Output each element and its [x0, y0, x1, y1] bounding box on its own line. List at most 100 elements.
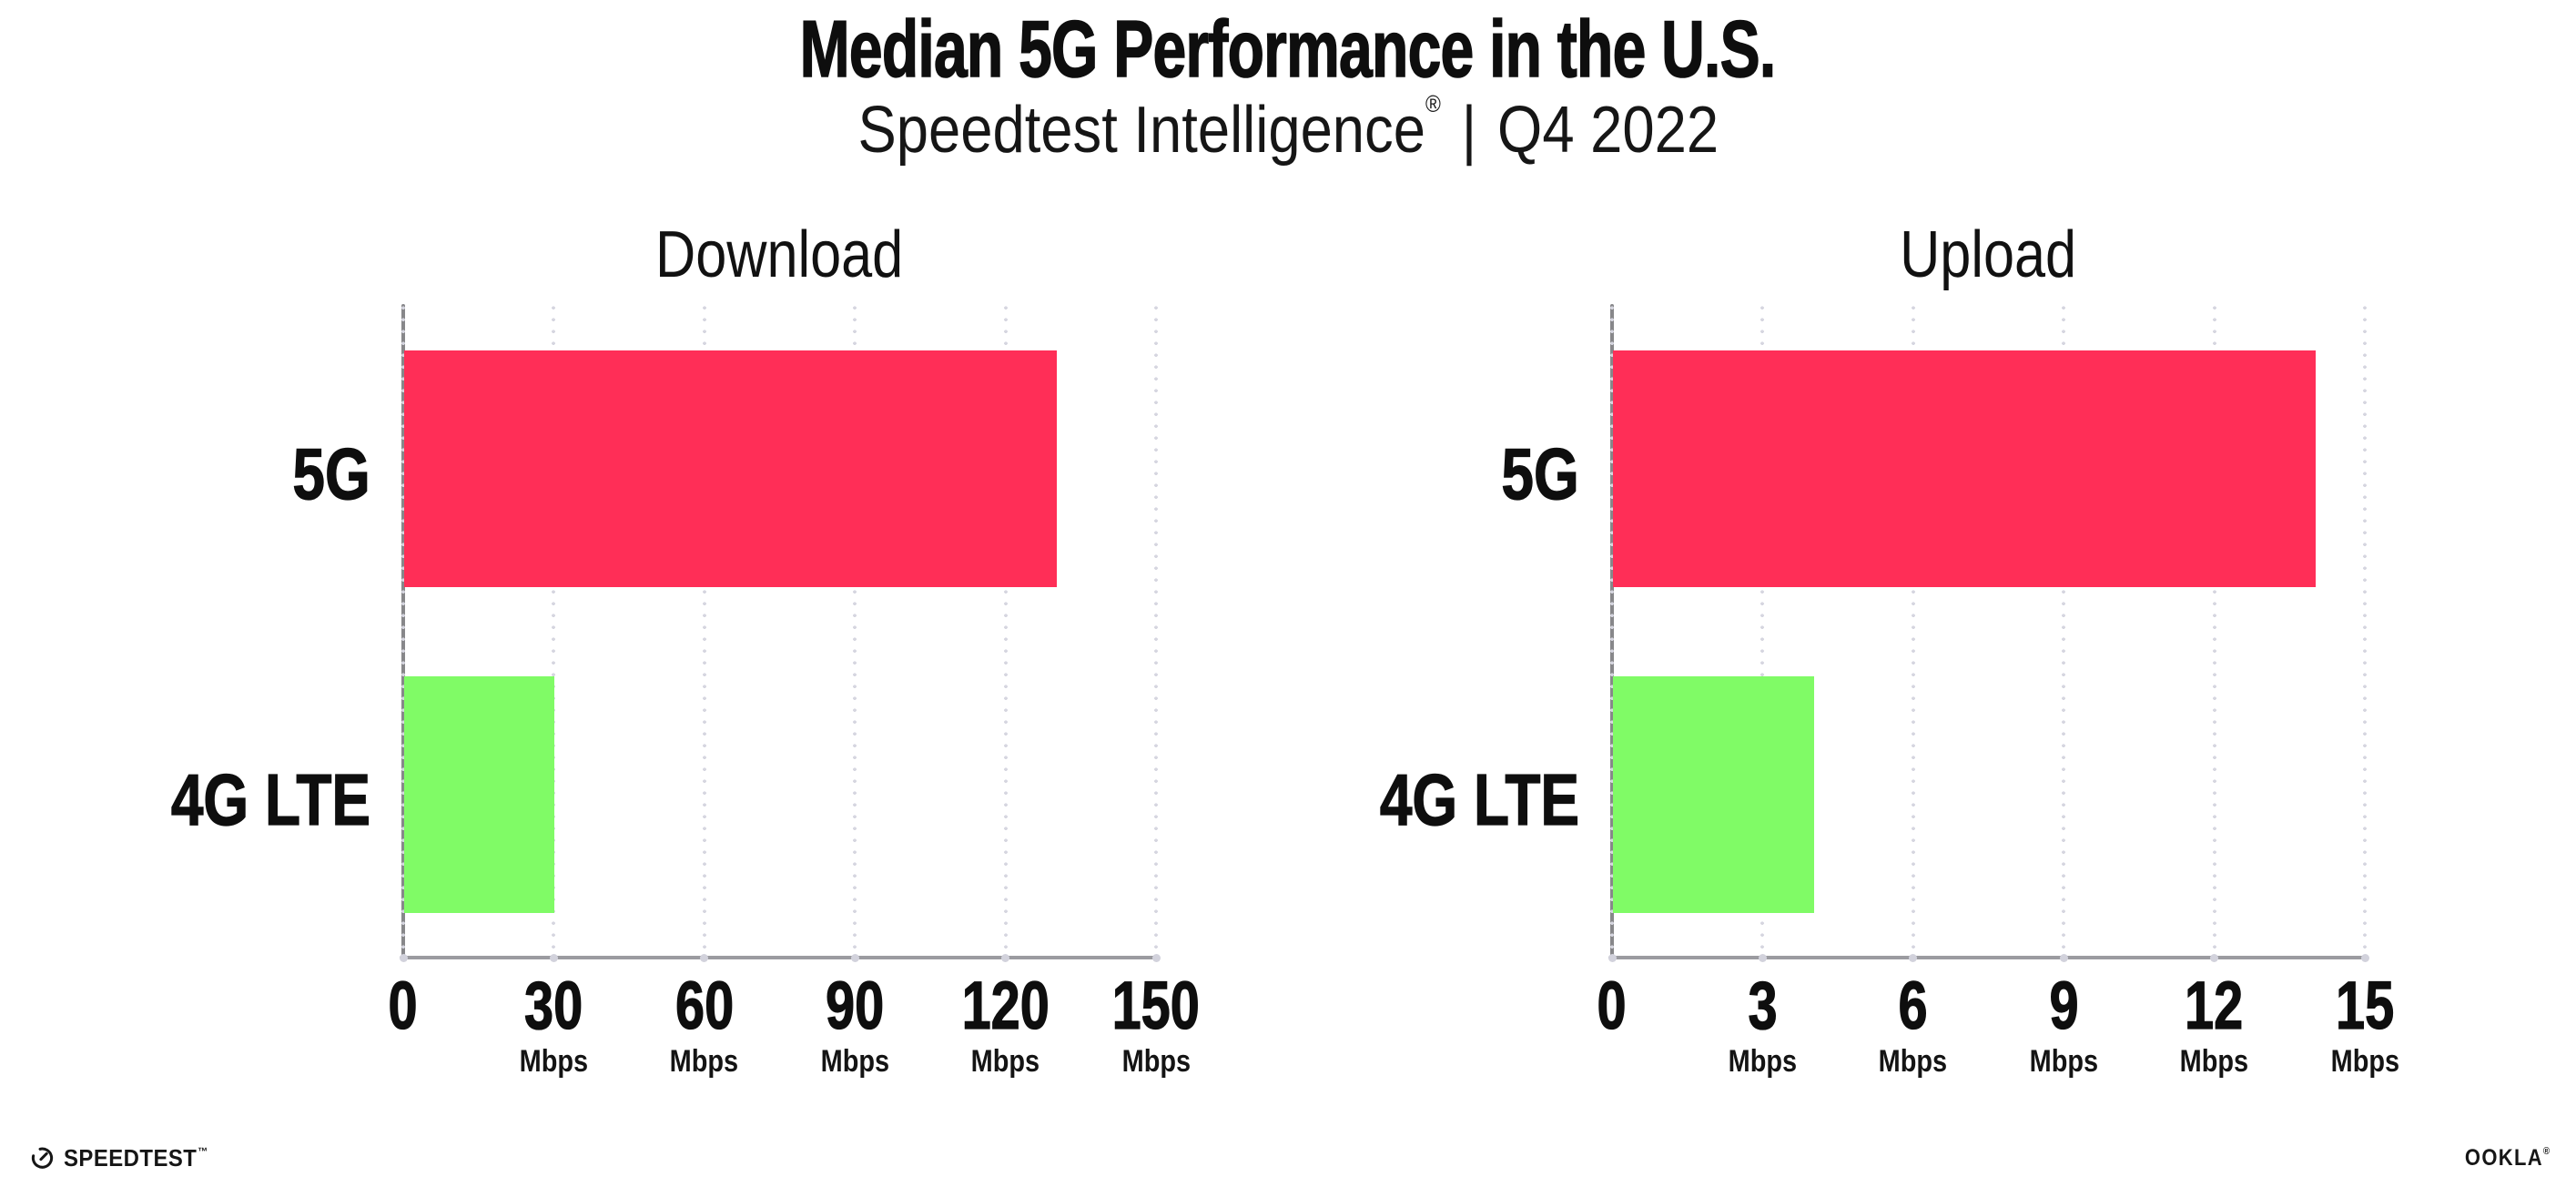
- gridline-0: [401, 306, 405, 958]
- category-label-5g: 5G: [1197, 433, 1579, 514]
- axis-tick-dot-6: [1909, 953, 1918, 962]
- x-tick-value: 15: [2335, 968, 2395, 1043]
- x-tick-value: 120: [961, 968, 1050, 1043]
- x-tick-label-150: 150: [1047, 968, 1265, 1043]
- axis-tick-dot-150: [1151, 953, 1161, 962]
- page-title: Median 5G Performance in the U.S.: [0, 4, 2576, 94]
- gridline-12: [2212, 306, 2216, 958]
- subtitle-divider: |: [1461, 94, 1476, 167]
- speedtest-logo: SPEEDTEST™: [30, 1145, 221, 1170]
- x-tick-unit-120: Mbps: [897, 1044, 1115, 1079]
- x-tick-value: 3: [1748, 968, 1778, 1043]
- bar-5g: [404, 350, 1057, 587]
- x-tick-unit-30: Mbps: [444, 1044, 663, 1079]
- x-tick-value: 6: [1898, 968, 1928, 1043]
- x-tick-value: 0: [388, 968, 419, 1043]
- category-label-4g-lte: 4G LTE: [0, 759, 370, 840]
- x-tick-label-6: 6: [1804, 968, 2023, 1043]
- gridline-120: [1003, 306, 1008, 958]
- ookla-registered-icon: ®: [2542, 1146, 2551, 1157]
- x-axis-line: [400, 956, 1160, 959]
- plot-area-download: [399, 304, 1161, 962]
- x-tick-unit-text: Mbps: [519, 1044, 589, 1079]
- x-tick-unit-text: Mbps: [970, 1044, 1040, 1079]
- axis-tick-dot-3: [1758, 953, 1767, 962]
- bar-4g-lte: [1613, 676, 1814, 913]
- bar-4g-lte: [404, 676, 555, 913]
- page-subtitle: Speedtest Intelligence® | Q4 2022: [0, 90, 2576, 169]
- x-tick-unit-text: Mbps: [2179, 1044, 2249, 1079]
- ookla-logo-text: OOKLA®: [2464, 1145, 2551, 1171]
- x-tick-label-90: 90: [745, 968, 964, 1043]
- gridline-90: [853, 306, 857, 958]
- x-tick-unit-text: Mbps: [2330, 1044, 2399, 1079]
- x-tick-value: 90: [826, 968, 885, 1043]
- gridline-150: [1154, 306, 1158, 958]
- x-tick-value: 9: [2049, 968, 2079, 1043]
- x-tick-value: 30: [524, 968, 583, 1043]
- category-label-text: 4G LTE: [1379, 759, 1579, 840]
- category-label-text: 5G: [1501, 433, 1579, 514]
- plot-area-upload: [1607, 304, 2369, 962]
- x-tick-label-0: 0: [294, 968, 512, 1043]
- x-tick-label-120: 120: [897, 968, 1115, 1043]
- gridline-30: [552, 306, 556, 958]
- x-tick-unit-text: Mbps: [1121, 1044, 1191, 1079]
- chart-title-upload: Upload: [1612, 222, 2365, 288]
- x-tick-value: 150: [1111, 968, 1201, 1043]
- x-tick-unit-text: Mbps: [670, 1044, 739, 1079]
- ookla-logo: OOKLA®: [2453, 1147, 2551, 1170]
- x-tick-unit-text: Mbps: [1879, 1044, 1948, 1079]
- x-tick-unit-90: Mbps: [745, 1044, 964, 1079]
- x-tick-label-30: 30: [444, 968, 663, 1043]
- chart-title-download: Download: [403, 222, 1156, 288]
- speedtest-gauge-icon: [31, 1147, 54, 1169]
- x-tick-label-12: 12: [2105, 968, 2324, 1043]
- x-tick-label-15: 15: [2256, 968, 2474, 1043]
- speedtest-logo-text: SPEEDTEST™: [64, 1143, 208, 1172]
- x-tick-label-60: 60: [595, 968, 814, 1043]
- axis-tick-dot-30: [549, 953, 558, 962]
- gridline-3: [1760, 306, 1765, 958]
- page-title-text: Median 5G Performance in the U.S.: [799, 4, 1777, 94]
- x-tick-label-3: 3: [1653, 968, 1871, 1043]
- registered-trademark-icon: ®: [1425, 90, 1441, 117]
- x-tick-unit-3: Mbps: [1653, 1044, 1871, 1079]
- x-tick-value: 12: [2185, 968, 2244, 1043]
- subtitle-period: Q4 2022: [1496, 94, 1719, 167]
- trademark-icon: ™: [198, 1144, 208, 1158]
- x-tick-unit-9: Mbps: [1954, 1044, 2173, 1079]
- gridline-15: [2363, 306, 2367, 958]
- x-tick-label-0: 0: [1503, 968, 1721, 1043]
- category-label-text: 4G LTE: [170, 759, 370, 840]
- x-tick-unit-text: Mbps: [2029, 1044, 2098, 1079]
- category-label-5g: 5G: [0, 437, 370, 511]
- subtitle-brand: Speedtest Intelligence: [857, 94, 1425, 167]
- gridline-60: [702, 306, 706, 958]
- x-axis-line: [1608, 956, 2368, 959]
- axis-tick-dot-9: [2059, 953, 2068, 962]
- x-tick-unit-6: Mbps: [1804, 1044, 2023, 1079]
- axis-tick-dot-15: [2360, 953, 2369, 962]
- x-tick-value: 60: [674, 968, 734, 1043]
- axis-tick-dot-12: [2210, 953, 2219, 962]
- x-tick-value: 0: [1597, 968, 1628, 1043]
- x-tick-unit-text: Mbps: [820, 1044, 889, 1079]
- axis-tick-dot-60: [700, 953, 709, 962]
- axis-tick-dot-0: [399, 953, 408, 962]
- bar-5g: [1613, 350, 2316, 587]
- x-tick-unit-text: Mbps: [1728, 1044, 1798, 1079]
- gridline-6: [1911, 306, 1915, 958]
- x-tick-unit-15: Mbps: [2256, 1044, 2474, 1079]
- x-tick-unit-60: Mbps: [595, 1044, 814, 1079]
- chart-title-text: Upload: [1900, 218, 2077, 291]
- axis-tick-dot-120: [1001, 953, 1010, 962]
- gridline-9: [2062, 306, 2066, 958]
- gridline-0: [1610, 306, 1614, 958]
- axis-tick-dot-90: [850, 953, 859, 962]
- category-label-4g-lte: 4G LTE: [1197, 759, 1579, 840]
- x-tick-unit-150: Mbps: [1047, 1044, 1265, 1079]
- chart-title-text: Download: [655, 218, 904, 291]
- axis-tick-dot-0: [1607, 953, 1617, 962]
